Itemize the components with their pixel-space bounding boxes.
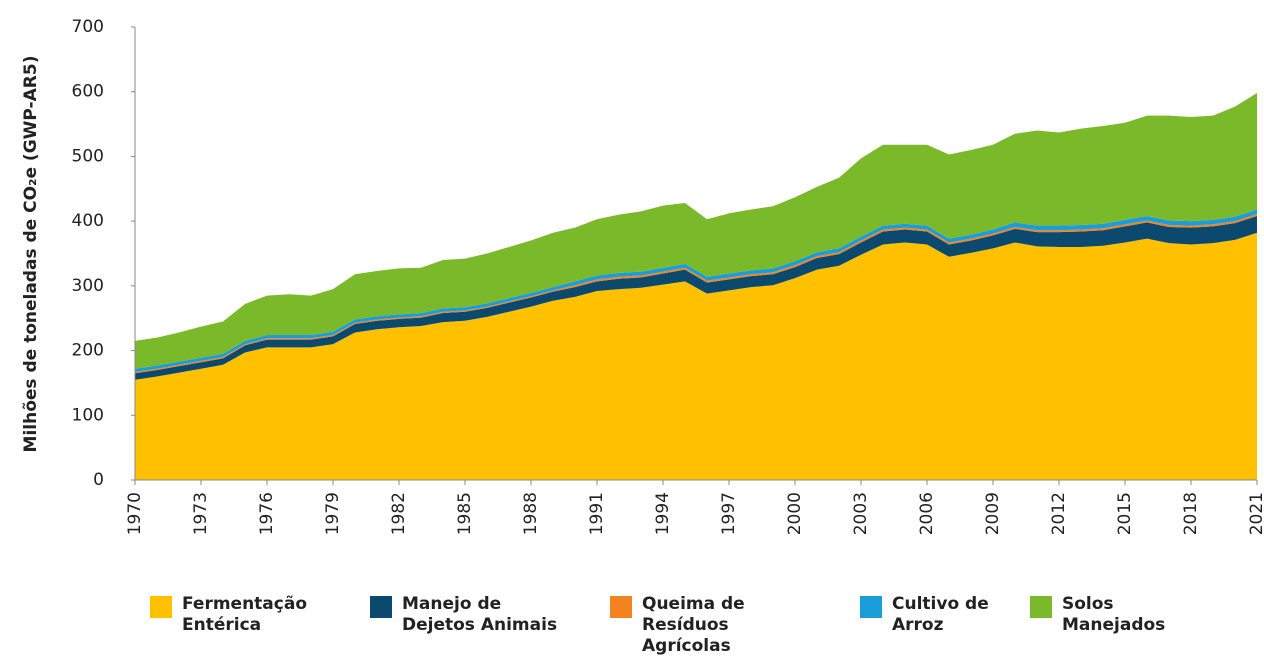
x-tick-label: 1991 bbox=[587, 492, 607, 535]
x-tick-label: 1979 bbox=[323, 492, 343, 535]
x-tick-label: 2012 bbox=[1049, 492, 1069, 535]
area bbox=[135, 93, 1257, 369]
y-tick-label: 500 bbox=[72, 146, 104, 166]
legend-swatch bbox=[1030, 596, 1052, 618]
y-tick-label: 300 bbox=[72, 276, 104, 296]
x-tick-label: 2000 bbox=[785, 492, 805, 535]
y-axis-label: Milhões de toneladas de CO₂e (GWP-AR5) bbox=[21, 56, 41, 453]
legend-label: Solos Manejados bbox=[1062, 594, 1166, 635]
legend-swatch bbox=[150, 596, 172, 618]
legend-label: Cultivo de Arroz bbox=[892, 594, 989, 635]
x-tick-label: 2021 bbox=[1247, 492, 1264, 535]
x-tick-label: 1997 bbox=[719, 492, 739, 535]
x-tick-label: 1985 bbox=[455, 492, 475, 535]
legend-label: Manejo de Dejetos Animais bbox=[402, 594, 558, 635]
x-tick-label: 1994 bbox=[653, 492, 673, 535]
x-tick-label: 2018 bbox=[1181, 492, 1201, 535]
legend-label: Queima de Resíduos Agrícolas bbox=[642, 594, 745, 656]
x-tick-label: 2015 bbox=[1115, 492, 1135, 535]
x-tick-label: 1988 bbox=[521, 492, 541, 535]
y-tick-label: 0 bbox=[93, 470, 104, 490]
x-tick-label: 1970 bbox=[125, 492, 145, 535]
x-tick-label: 2003 bbox=[851, 492, 871, 535]
y-tick-label: 700 bbox=[72, 17, 104, 37]
page: Milhões de toneladas de CO₂e (GWP-AR5) 0… bbox=[21, 17, 1264, 656]
y-tick-label: 100 bbox=[72, 405, 104, 425]
legend-label: Fermentação Entérica bbox=[182, 594, 308, 635]
legend: Fermentação Entérica Manejo de Dejetos An… bbox=[150, 594, 1210, 657]
legend-item: Fermentação Entérica bbox=[150, 594, 332, 657]
legend-item: Manejo de Dejetos Animais bbox=[370, 594, 572, 657]
legend-swatch bbox=[860, 596, 882, 618]
x-tick-label: 2006 bbox=[917, 492, 937, 535]
legend-item: Solos Manejados bbox=[1030, 594, 1172, 657]
x-tick-label: 1973 bbox=[191, 492, 211, 535]
legend-swatch bbox=[370, 596, 392, 618]
legend-item: Cultivo de Arroz bbox=[860, 594, 992, 657]
x-tick-label: 1982 bbox=[389, 492, 409, 535]
x-tick-label: 2009 bbox=[983, 492, 1003, 535]
x-tick-label: 1976 bbox=[257, 492, 277, 535]
chart: Milhões de toneladas de CO₂e (GWP-AR5) 0… bbox=[21, 17, 1264, 535]
y-tick-label: 200 bbox=[72, 341, 104, 361]
area bbox=[135, 215, 1257, 380]
legend-swatch bbox=[610, 596, 632, 618]
y-tick-label: 400 bbox=[72, 211, 104, 231]
y-tick-label: 600 bbox=[72, 82, 104, 102]
legend-item: Queima de Resíduos Agrícolas bbox=[610, 594, 822, 657]
area bbox=[135, 232, 1257, 480]
